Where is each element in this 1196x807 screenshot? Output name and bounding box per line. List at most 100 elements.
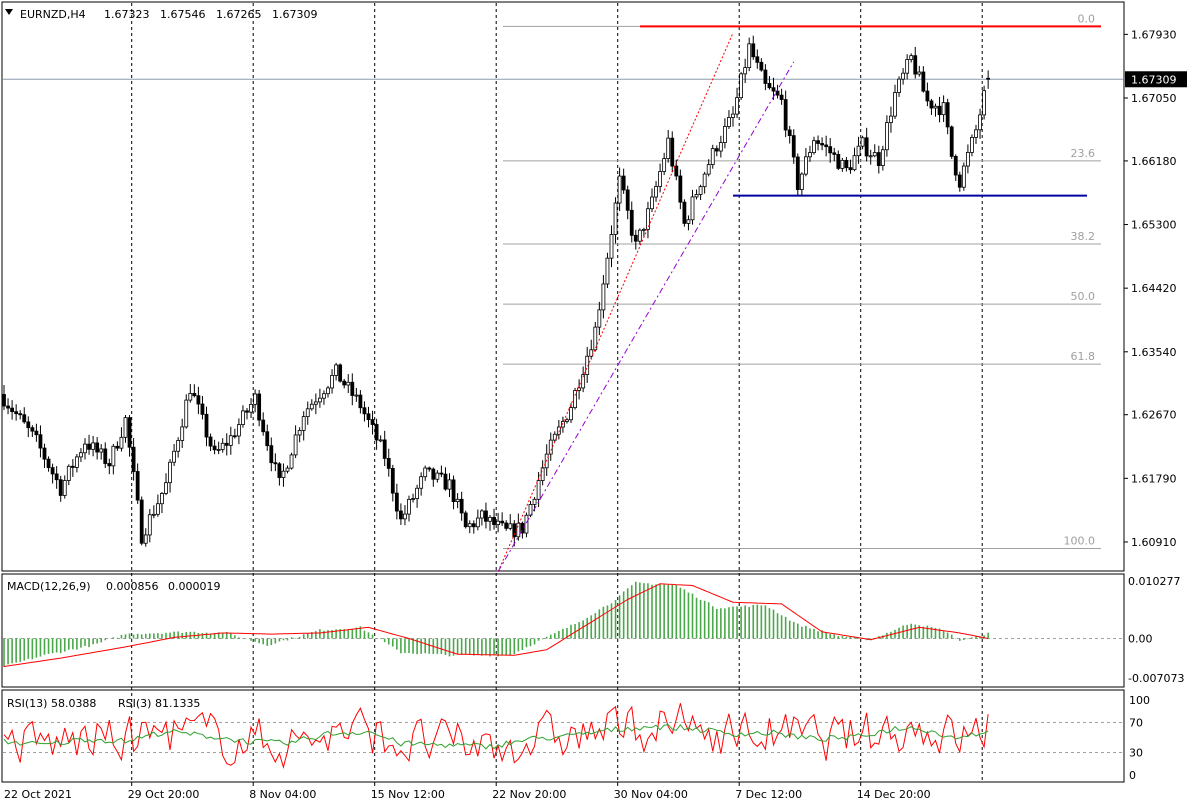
- candle-bear: [362, 407, 367, 415]
- candle-bear: [783, 99, 788, 131]
- candle-bull: [723, 126, 727, 143]
- macd-tick-label: 0.00: [1128, 633, 1153, 646]
- candle-bear: [273, 462, 278, 465]
- candle-bull: [172, 450, 177, 463]
- candle-bull: [702, 173, 707, 188]
- candle-bull: [889, 115, 893, 124]
- macd-title: MACD(12,26,9): [7, 580, 91, 593]
- candle-bull: [880, 149, 885, 166]
- candle-bull: [909, 55, 914, 60]
- candle-bear: [200, 403, 205, 415]
- candle-bull: [666, 137, 671, 159]
- candle-bull: [241, 410, 245, 426]
- candle-bear: [439, 472, 444, 475]
- candle-bull: [690, 196, 695, 221]
- candle-bull: [872, 152, 877, 157]
- candle-bear: [520, 522, 525, 534]
- candle-bear: [451, 479, 456, 503]
- fib-level-label: 0.0: [1078, 12, 1096, 25]
- candle-bull: [556, 426, 561, 435]
- candle-bull: [508, 523, 513, 529]
- candle-bear: [103, 448, 108, 464]
- price-tick-label: 1.60910: [1131, 536, 1177, 549]
- candle-bear: [370, 419, 375, 425]
- candle-bear: [70, 465, 75, 468]
- candle-bull: [155, 503, 160, 515]
- dropdown-triangle-icon[interactable]: [5, 9, 13, 15]
- candle-bear: [714, 148, 719, 152]
- candle-bear: [232, 435, 237, 438]
- candle-bear: [2, 394, 6, 407]
- candle-bull: [455, 498, 460, 503]
- candle-bull: [524, 514, 529, 534]
- candle-bear: [139, 499, 144, 544]
- candle-bull: [160, 493, 164, 505]
- candle-bear: [208, 436, 213, 447]
- candle-bull: [609, 234, 614, 259]
- candle-bull: [710, 148, 715, 166]
- price-tick-label: 1.61790: [1131, 472, 1177, 485]
- candle-bull: [330, 375, 334, 389]
- candle-bear: [374, 424, 379, 441]
- candle-bear: [26, 421, 31, 429]
- candle-bull: [415, 487, 420, 499]
- rsi13-title: RSI(13) 58.0388: [7, 697, 96, 710]
- candle-bear: [338, 364, 343, 382]
- candle-bull: [99, 448, 104, 453]
- ohlc-close: 1.67309: [272, 8, 318, 21]
- current-price-label: 1.67309: [1131, 73, 1177, 86]
- candle-bull: [731, 113, 735, 118]
- candle-bear: [95, 442, 100, 453]
- ohlc-low: 1.67265: [216, 8, 262, 21]
- candle-bear: [949, 126, 954, 157]
- time-tick-label: 14 Dec 20:00: [857, 788, 931, 801]
- candle-bear: [957, 174, 962, 188]
- candle-bull: [885, 122, 889, 151]
- time-axis: 22 Oct 2021 29 Oct 20:00 8 Nov 04:00 15 Nov…: [4, 782, 931, 801]
- rsi-series: 100 70 30 0: [3, 694, 1150, 782]
- time-tick-label: 7 Dec 12:00: [735, 788, 802, 801]
- candle-bull: [698, 186, 703, 195]
- candle-bull: [475, 517, 480, 528]
- candle-bear: [245, 410, 249, 413]
- candle-bear: [670, 137, 675, 167]
- candle-bull: [897, 78, 901, 93]
- candle-bull: [216, 449, 221, 451]
- rsi-tick-label: 0: [1129, 769, 1136, 782]
- candle-bear: [848, 167, 853, 171]
- candle-bear: [763, 69, 768, 84]
- fib-level-label: 38.2: [1071, 230, 1096, 243]
- candle-bull: [917, 71, 922, 75]
- vertical-gridlines: [131, 3, 983, 782]
- candle-bull: [317, 397, 322, 403]
- candle-bull: [249, 403, 253, 413]
- candle-bull: [804, 156, 808, 175]
- candle-bear: [431, 468, 436, 480]
- candle-bull: [893, 92, 897, 117]
- candle-bull: [496, 520, 501, 526]
- rsi13-line: [3, 723, 989, 750]
- candle-bear: [390, 468, 395, 494]
- candle-bull: [164, 482, 168, 494]
- candle-bear: [471, 523, 476, 528]
- candle-bull: [868, 155, 873, 158]
- candle-bear: [398, 510, 403, 520]
- candle-bear: [212, 445, 217, 451]
- candle-bull: [593, 326, 598, 351]
- fib-level-label: 100.0: [1064, 534, 1096, 547]
- candle-bull: [220, 442, 225, 450]
- candle-bear: [820, 143, 824, 146]
- candle-bear: [937, 105, 942, 116]
- candle-bear: [135, 471, 140, 501]
- candle-bull: [982, 90, 986, 116]
- symbol-title: EURNZD,H4: [20, 8, 86, 21]
- candle-bear: [192, 393, 197, 397]
- time-tick-label: 29 Oct 20:00: [128, 788, 200, 801]
- candle-bear: [795, 156, 800, 190]
- candle-bear: [836, 153, 841, 169]
- candle-bull: [180, 426, 185, 441]
- rsi-tick-label: 70: [1129, 717, 1143, 730]
- candle-bear: [913, 55, 918, 75]
- candle-bear: [921, 71, 926, 92]
